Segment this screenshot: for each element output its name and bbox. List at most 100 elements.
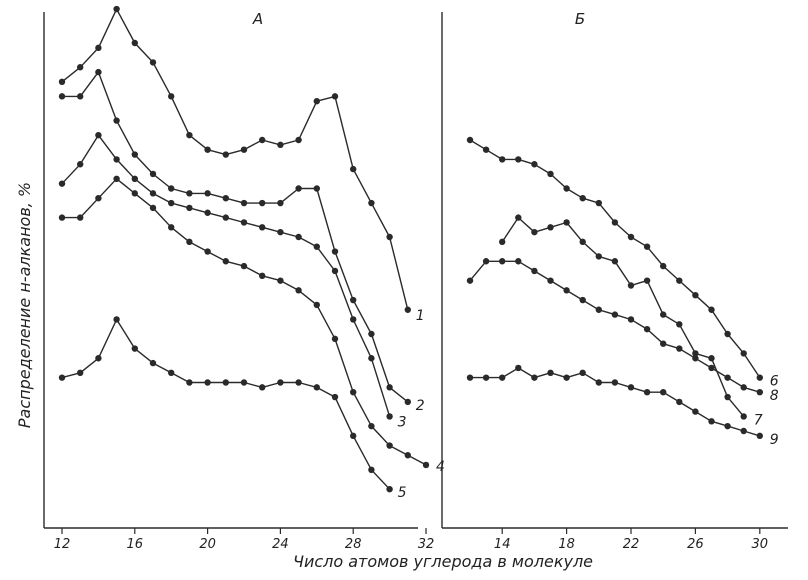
series-3-point: [331, 267, 339, 275]
panel-b-x-tick-label: 26: [687, 537, 704, 552]
series-6-point: [676, 277, 683, 284]
series-4-label: 4: [436, 459, 445, 475]
y-axis-title: Распределение н-алканов, %: [15, 182, 34, 428]
series-7-point: [643, 277, 651, 284]
series-3-point: [368, 355, 375, 362]
series-4-point: [113, 175, 120, 182]
series-4-point: [131, 190, 138, 197]
panel-b-series: 6 78 9: [466, 136, 779, 448]
series-5-point: [168, 369, 175, 376]
panel-b-ticks: 14 18 22 26 30: [494, 528, 768, 552]
series-2-point: [113, 117, 120, 124]
series-3-point: [168, 199, 175, 207]
series-3-point: [240, 219, 248, 226]
series-8-point: [579, 296, 586, 304]
panel-b-x-tick-label: 18: [558, 537, 575, 552]
series-8-label: 8: [770, 388, 779, 404]
series-8-point: [499, 258, 506, 265]
series-1-point: [295, 136, 302, 144]
series-2-point: [204, 190, 211, 197]
series-1-point: [58, 78, 66, 86]
series-8-point: [611, 311, 619, 318]
series-9-point: [563, 374, 570, 381]
series-8-point: [482, 258, 490, 265]
series-1-point: [149, 59, 157, 66]
series-2-point: [58, 93, 66, 100]
series-1-point: [204, 146, 211, 153]
series-3-point: [350, 316, 357, 323]
series-9-point: [756, 432, 763, 440]
series-7-point: [611, 258, 619, 265]
series-9-point: [660, 389, 667, 396]
series-2-point: [368, 330, 375, 338]
series-6-point: [756, 374, 763, 381]
series-8-line: [469, 260, 760, 393]
series-6-point: [466, 136, 474, 144]
series-4-point: [186, 238, 193, 246]
series-8-point: [756, 389, 763, 396]
series-8-point: [724, 374, 731, 381]
series-4-point: [77, 214, 84, 221]
series-9-point: [740, 427, 747, 435]
series-9-point: [708, 418, 715, 425]
series-1-point: [277, 141, 284, 149]
series-3-point: [113, 156, 120, 163]
series-7-point: [547, 224, 554, 231]
series-6-point: [708, 306, 715, 313]
series-8-point: [740, 384, 747, 391]
series-9-point: [627, 384, 635, 391]
series-5-point: [58, 374, 66, 381]
series-6-point: [643, 243, 651, 250]
series-6-point: [547, 170, 554, 178]
series-5-point: [240, 379, 248, 386]
series-2-point: [186, 190, 193, 197]
series-4-point: [422, 461, 430, 469]
panel-a-x-tick-label: 28: [345, 537, 362, 552]
series-7-point: [563, 219, 570, 226]
series-1-point: [240, 146, 248, 153]
series-4-point: [386, 442, 393, 449]
series-2-line: [62, 71, 409, 403]
series-8-point: [563, 287, 570, 294]
series-6-point: [531, 161, 538, 168]
series-8-point: [466, 277, 474, 284]
series-9-label: 9: [770, 432, 779, 448]
series-2-point: [404, 398, 411, 406]
series-3-point: [186, 204, 193, 212]
series-6-point: [563, 185, 570, 192]
series-7-point: [579, 238, 586, 246]
series-8-point: [708, 364, 715, 372]
series-5-point: [95, 355, 102, 362]
series-9-point: [676, 398, 683, 406]
series-2-point: [240, 199, 248, 207]
series-6-point: [579, 195, 586, 202]
series-3-point: [222, 214, 229, 221]
series-5-point: [186, 379, 193, 386]
series-9-point: [466, 374, 474, 381]
series-7-point: [660, 311, 667, 318]
series-7-point: [531, 228, 538, 236]
series-8-point: [531, 267, 538, 275]
series-5-label: 5: [398, 485, 407, 501]
series-3-point: [259, 224, 266, 231]
series-9-point: [482, 374, 490, 381]
panel-a-ticks: 12 16 20 24 28 32: [54, 528, 434, 552]
series-7-point: [515, 214, 522, 221]
series-2-point: [168, 185, 175, 192]
panel-a-x-tick-label: 16: [127, 537, 144, 552]
series-9-line: [470, 367, 761, 437]
series-5-point: [204, 379, 211, 386]
panel-a-x-tick-label: 12: [54, 537, 71, 552]
series-3-point: [386, 413, 393, 420]
series-3-point: [95, 131, 102, 139]
x-axis-title: Число атомов углерода в молекуле: [293, 552, 593, 571]
series-7-point: [627, 282, 635, 289]
series-9-point: [515, 364, 522, 372]
series-4-point: [149, 204, 157, 212]
series-6-point: [482, 146, 490, 153]
panel-b-x-tick-label: 30: [752, 537, 769, 552]
series-4-point: [313, 301, 320, 309]
series-3-label: 3: [398, 414, 407, 430]
